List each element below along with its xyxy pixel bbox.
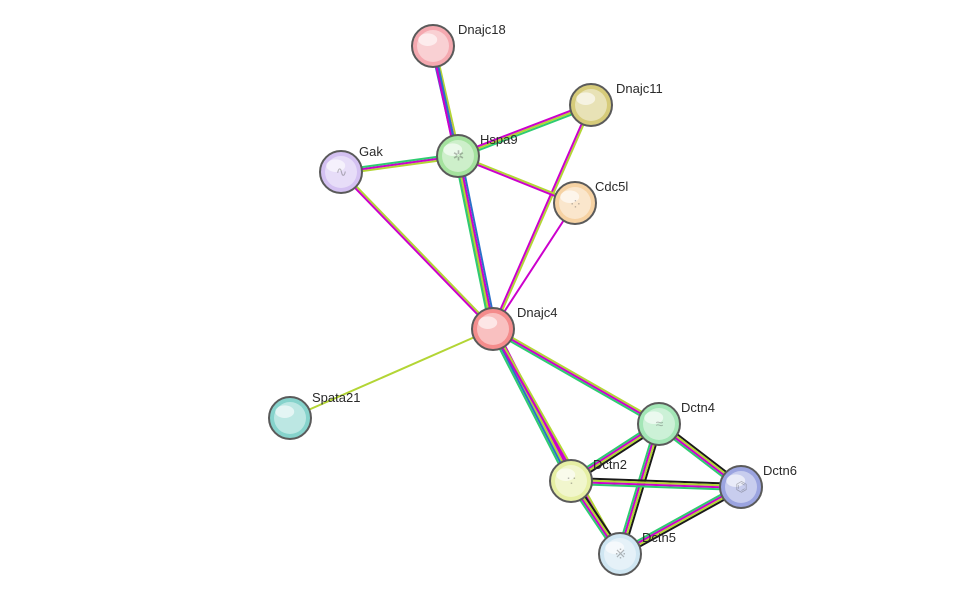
node-label: Dctn4 (681, 400, 715, 415)
edge-Gak-Dnajc4-textmining[interactable] (342, 171, 494, 328)
node-gloss (576, 92, 595, 105)
node-structure-icon: ∿ (336, 164, 347, 180)
edge-Hspa9-Dnajc4-experiments[interactable] (459, 156, 494, 329)
node-Dctn6[interactable]: ⌬ Dctn6 (720, 463, 797, 508)
node-label: Dctn5 (642, 530, 676, 545)
node-label: Dnajc4 (517, 305, 557, 320)
node-label: Dctn6 (763, 463, 797, 478)
node-label: Dnajc18 (458, 22, 506, 37)
node-label: Hspa9 (480, 132, 518, 147)
node-Hspa9[interactable]: ✲ Hspa9 (437, 132, 518, 177)
node-Dnajc11[interactable]: Dnajc11 (570, 81, 663, 126)
node-label: Cdc5l (595, 179, 628, 194)
node-structure-icon: ※ (615, 546, 626, 562)
edge-Hspa9-Dnajc4-textmining[interactable] (457, 156, 492, 329)
node-gloss (418, 33, 437, 46)
node-label: Dnajc11 (616, 81, 663, 96)
network-canvas: Dnajc18 Dnajc11 ✲ Hspa9 ∿ Gak ·:· Cdc5l Dnajc4 Sp… (0, 0, 975, 591)
node-label: Spata21 (312, 390, 360, 405)
node-label: Gak (359, 144, 383, 159)
node-label: Dctn2 (593, 457, 627, 472)
node-Dnajc18[interactable]: Dnajc18 (412, 22, 506, 67)
node-gloss (478, 316, 497, 329)
node-structure-icon: ∵ (567, 473, 576, 489)
node-structure-icon: ⌬ (735, 479, 747, 495)
node-gloss (275, 405, 294, 418)
edge-Hspa9-Dnajc4-database[interactable] (455, 157, 490, 330)
node-structure-icon: ·:· (570, 195, 580, 211)
nodes-layer: Dnajc18 Dnajc11 ✲ Hspa9 ∿ Gak ·:· Cdc5l Dnajc4 Sp… (269, 22, 797, 575)
node-structure-icon: ✲ (453, 148, 464, 164)
node-Spata21[interactable]: Spata21 (269, 390, 360, 439)
edges-layer (290, 46, 743, 557)
node-Cdc5l[interactable]: ·:· Cdc5l (554, 179, 628, 224)
node-Dctn5[interactable]: ※ Dctn5 (599, 530, 676, 575)
